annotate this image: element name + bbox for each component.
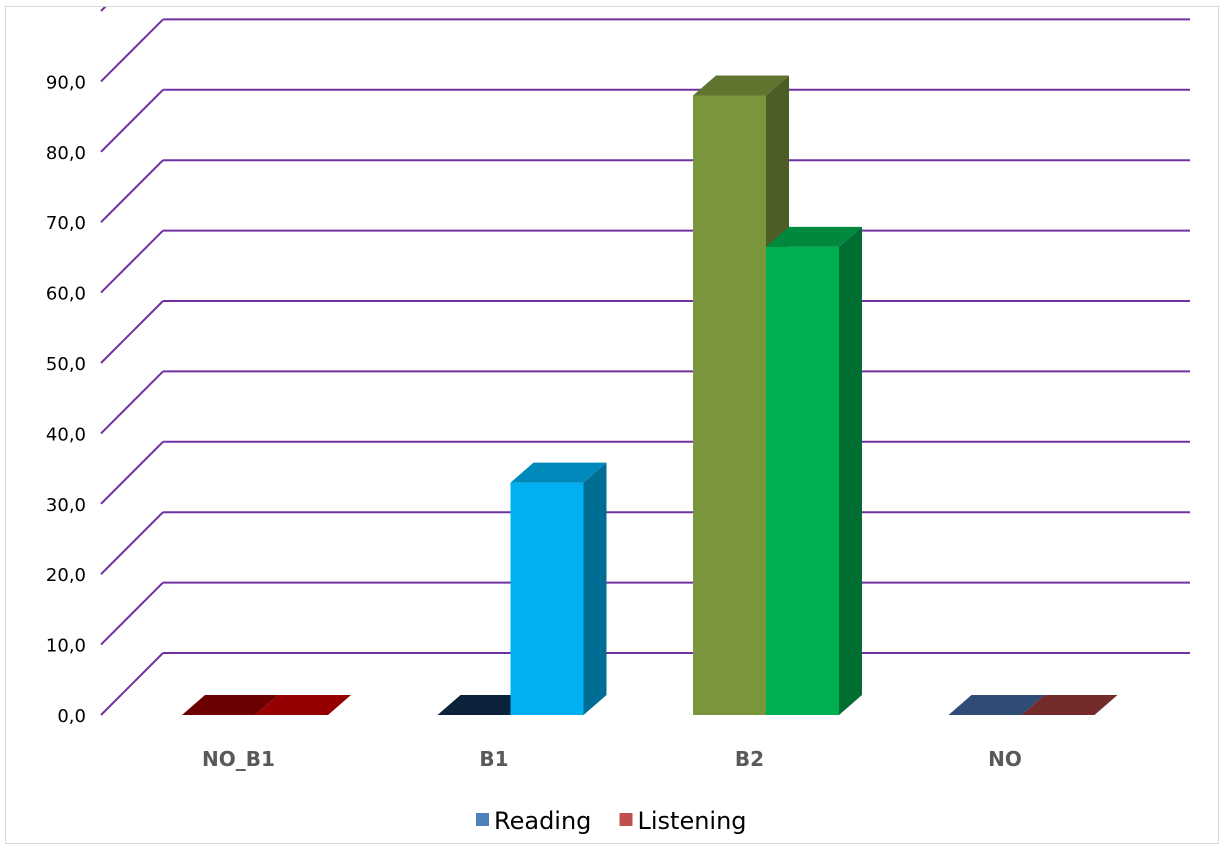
category-label: B2 [735, 747, 764, 771]
bar-top [766, 226, 862, 247]
y-tick-label: 80,0 [46, 143, 86, 164]
gridline-slant [100, 652, 164, 716]
y-tick-label: 20,0 [46, 565, 86, 586]
category-label: B1 [479, 747, 508, 771]
gridline-slant [100, 7, 107, 12]
bar-listening-b2 [766, 226, 862, 715]
legend-label-reading: Reading [494, 807, 591, 835]
gridline-slant [100, 581, 164, 646]
bar-side [583, 462, 607, 715]
bar-side [839, 226, 862, 715]
category-label: NO [988, 747, 1022, 771]
bar-top [948, 695, 1045, 715]
bar-reading-no [948, 695, 1045, 715]
y-tick-label: 90,0 [46, 72, 86, 93]
gridline-slant [100, 229, 164, 294]
gridline-slant [100, 159, 164, 223]
gridline-slant [100, 89, 164, 153]
y-axis-tick-labels: 0,0 10,0 20,0 30,0 40,0 50,0 60,0 70,0 80,0 90,0 [46, 72, 86, 727]
bar-front [766, 246, 839, 715]
category-label: NO_B1 [202, 747, 275, 771]
bar-listening-no [1021, 695, 1118, 715]
bar-top [182, 695, 278, 715]
chart-svg: 0,010,020,030,040,050,060,070,080,090,0 … [46, 7, 1190, 835]
bar-top [255, 695, 351, 715]
gridline-slant [100, 511, 164, 575]
bar-top [1021, 695, 1118, 715]
bars [182, 75, 1118, 716]
bar-listening-b1 [510, 462, 607, 715]
gridline-slant [100, 370, 164, 435]
y-tick-label: 30,0 [46, 495, 86, 516]
legend-swatch-listening [619, 813, 633, 826]
gridline-slant [100, 18, 164, 83]
x-axis-category-labels: NO_B1 B1 B2 NO [202, 747, 1022, 771]
y-tick-label: 50,0 [46, 354, 86, 375]
bar-top [693, 75, 789, 96]
y-tick-label: 10,0 [46, 636, 86, 657]
y-tick-label: 40,0 [46, 424, 86, 445]
bar-reading-no_b1 [182, 695, 278, 715]
bar-front [510, 482, 584, 715]
gridline-slant [100, 300, 164, 364]
legend-label-listening: Listening [638, 807, 747, 835]
bar-reading-b1 [437, 695, 534, 715]
y-tick-label: 60,0 [46, 284, 86, 305]
y-tick-label: 0,0 [57, 706, 86, 727]
gridline-slant [100, 441, 164, 505]
chart-frame: 0,0 10,0 20,0 30,0 40,0 50,0 60,0 70,0 80,0 90,0 … [5, 6, 1219, 844]
gridlines [100, 7, 1190, 716]
bar-listening-no_b1 [255, 695, 351, 715]
bar-top [437, 695, 534, 715]
legend-swatch-reading [476, 813, 489, 826]
legend: Reading Listening [476, 807, 747, 835]
bar-top [510, 462, 607, 483]
bar-front [693, 95, 766, 716]
y-tick-label: 70,0 [46, 213, 86, 234]
